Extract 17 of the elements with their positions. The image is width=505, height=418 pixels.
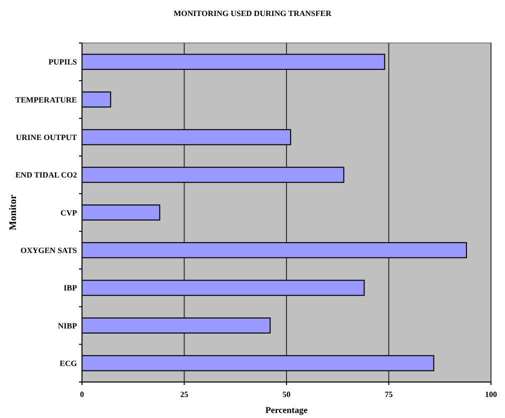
x-tick-label: 75	[384, 390, 393, 399]
y-tick-label: PUPILS	[48, 58, 78, 67]
y-axis-title: Monitor	[8, 194, 19, 230]
chart-title: MONITORING USED DURING TRANSFER	[174, 9, 332, 18]
y-tick-label: NIBP	[58, 321, 78, 330]
x-tick-label: 100	[485, 390, 497, 399]
x-tick-label: 25	[180, 390, 188, 399]
y-tick-label: ECG	[60, 358, 77, 368]
y-tick-label: END TIDAL CO2	[15, 170, 77, 180]
y-tick-label: URINE OUTPUT	[16, 132, 78, 142]
x-tick-label: 50	[282, 390, 290, 399]
y-tick-label: TEMPERATURE	[15, 95, 77, 104]
y-tick-label: OXYGEN SATS	[20, 246, 78, 255]
x-tick-label: 0	[80, 390, 84, 399]
x-axis-title: Percentage	[265, 405, 308, 415]
y-tick-label: IBP	[64, 284, 78, 293]
y-tick-label: CVP	[60, 208, 78, 218]
